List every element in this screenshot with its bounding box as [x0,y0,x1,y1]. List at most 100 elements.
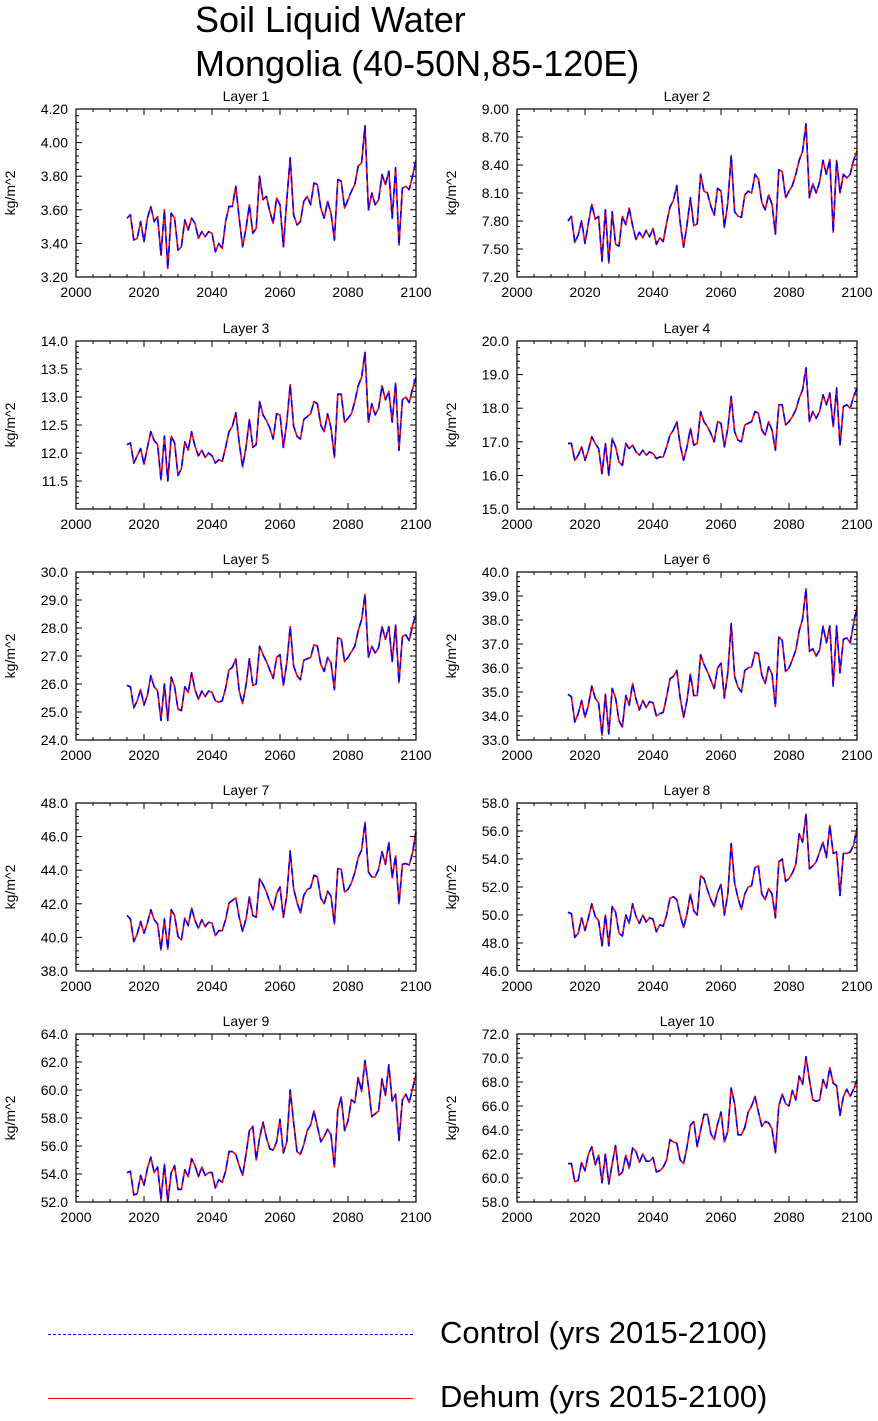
legend-entry-dehum: Dehum (yrs 2015-2100) [48,1377,848,1421]
x-tick-label: 2080 [773,516,804,532]
x-tick-label: 2000 [60,516,91,532]
series-dehum-line [126,593,417,722]
series-control-line [126,1059,417,1203]
x-tick-label: 2040 [196,747,227,763]
panel-title: Layer 6 [664,551,711,567]
x-tick-label: 2080 [332,284,363,300]
x-tick-label: 2100 [841,284,872,300]
series-dehum-line [568,367,858,477]
x-tick-label: 2000 [501,978,532,994]
panel-title: Layer 1 [223,88,270,104]
x-tick-label: 2100 [400,284,431,300]
legend-entry-control: Control (yrs 2015-2100) [48,1313,848,1357]
x-tick-label: 2040 [637,1209,668,1225]
panel-title: Layer 2 [664,88,711,104]
y-tick-label: 7.20 [482,269,509,285]
y-tick-label: 4.00 [41,135,68,151]
y-tick-label: 44.0 [41,862,68,878]
y-tick-label: 52.0 [41,1194,68,1210]
y-tick-label: 12.5 [41,417,68,433]
y-tick-label: 56.0 [41,1138,68,1154]
y-tick-label: 37.0 [482,636,509,652]
x-tick-label: 2060 [705,978,736,994]
y-tick-label: 46.0 [482,963,509,979]
figure-title-line-2: Mongolia (40-50N,85-120E) [195,43,640,84]
x-tick-label: 2020 [569,1209,600,1225]
y-tick-label: 3.20 [41,269,68,285]
y-tick-label: 72.0 [482,1026,509,1042]
series-dehum-line [567,123,858,264]
x-tick-label: 2060 [705,516,736,532]
series-control-line [568,367,858,477]
x-tick-label: 2020 [569,516,600,532]
x-tick-label: 2040 [637,516,668,532]
plot-frame [516,802,858,972]
x-tick-label: 2020 [128,747,159,763]
y-tick-label: 27.0 [41,648,68,664]
x-tick-label: 2020 [128,516,159,532]
x-tick-label: 2100 [841,516,872,532]
plot-frame [516,571,858,741]
y-tick-label: 3.40 [41,235,68,251]
x-tick-label: 2040 [637,284,668,300]
y-tick-label: 38.0 [41,963,68,979]
x-tick-label: 2020 [128,978,159,994]
y-tick-label: 58.0 [482,1194,509,1210]
y-tick-label: 40.0 [41,929,68,945]
y-tick-label: 36.0 [482,660,509,676]
x-tick-label: 2080 [332,516,363,532]
x-tick-label: 2100 [400,1209,431,1225]
figure-title-line-1: Soil Liquid Water [195,0,466,40]
plot-frame [75,1033,417,1203]
x-tick-label: 2000 [60,978,91,994]
y-tick-label: 3.80 [41,168,68,184]
y-tick-label: 50.0 [482,907,509,923]
plot-frame [516,340,858,510]
x-tick-label: 2060 [705,1209,736,1225]
x-tick-label: 2100 [841,747,872,763]
y-tick-label: 46.0 [41,829,68,845]
y-tick-label: 54.0 [482,851,509,867]
y-tick-label: 34.0 [482,708,509,724]
panel-layer-8: Layer 8 kg/m^2 2000 2020 2040 2060 2080 2100 46.… [443,782,873,994]
y-tick-label: 26.0 [41,676,68,692]
panel-layer-4: Layer 4 kg/m^2 2000 2020 2040 2060 2080 2100 15.… [443,320,873,532]
panel-title: Layer 10 [660,1013,715,1029]
x-tick-label: 2040 [637,978,668,994]
y-tick-label: 42.0 [41,896,68,912]
y-axis-label: kg/m^2 [443,1095,459,1140]
y-tick-label: 12.0 [41,445,68,461]
series-control-line [126,593,417,722]
x-tick-label: 2020 [569,978,600,994]
y-tick-label: 8.70 [482,129,509,145]
y-tick-label: 62.0 [41,1054,68,1070]
panel-title: Layer 3 [223,320,270,336]
legend-label-control: Control (yrs 2015-2100) [440,1315,768,1350]
panel-layer-1: Layer 1 kg/m^2 2000 2020 2040 2060 2080 2100 3.2… [2,88,432,300]
y-tick-label: 70.0 [482,1050,509,1066]
y-tick-label: 13.0 [41,389,68,405]
x-tick-label: 2060 [705,284,736,300]
y-tick-label: 4.20 [41,101,68,117]
x-tick-label: 2040 [196,284,227,300]
x-tick-label: 2080 [773,747,804,763]
x-tick-label: 2040 [196,516,227,532]
panel-title: Layer 8 [664,782,711,798]
plot-frame [75,340,417,510]
x-tick-label: 2000 [60,1209,91,1225]
x-tick-label: 2000 [60,747,91,763]
plot-frame [516,1033,858,1203]
panel-layer-9: Layer 9 kg/m^2 2000 2020 2040 2060 2080 2100 52.… [2,1013,432,1225]
y-tick-label: 18.0 [482,400,509,416]
x-tick-label: 2080 [332,978,363,994]
y-axis-label: kg/m^2 [2,1095,18,1140]
series-control-line [567,813,858,947]
x-tick-label: 2020 [128,284,159,300]
plot-frame [75,802,417,972]
plot-frame [516,108,858,278]
y-tick-label: 68.0 [482,1074,509,1090]
panel-title: Layer 4 [664,320,711,336]
y-tick-label: 15.0 [482,501,509,517]
y-tick-label: 8.10 [482,185,509,201]
x-tick-label: 2080 [332,1209,363,1225]
